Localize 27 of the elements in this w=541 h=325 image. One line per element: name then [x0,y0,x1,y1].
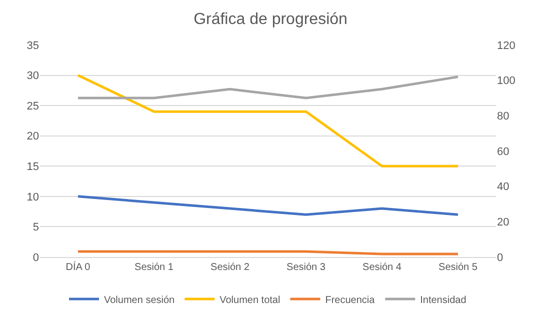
y2-tick-label: 20 [497,216,510,229]
y2-tick-label: 120 [497,40,516,52]
legend-label: Volumen total [220,294,280,306]
legend-label: Volumen sesión [104,294,175,306]
y-tick-label: 15 [26,160,39,173]
y-tick-label: 35 [26,40,39,52]
x-tick-label: Sesión 1 [134,262,174,273]
y2-tick-label: 80 [497,110,510,123]
line-series [76,195,460,216]
y2-tick-label: 40 [497,181,510,194]
y-tick-label: 20 [26,130,39,143]
x-tick-label: Sesión 5 [438,262,478,273]
y-tick-label: 5 [32,222,39,234]
y-tick-label: 0 [32,252,39,264]
x-tick-label: Sesión 2 [210,262,250,273]
y-tick-label: 10 [26,191,39,204]
x-tick-label: Sesión 3 [286,262,326,273]
x-tick-label: DÍA 0 [66,261,91,273]
x-tick-label: Sesión 4 [362,262,402,273]
y2-tick-label: 100 [497,75,516,88]
y-tick-label: 25 [26,100,39,112]
y-tick-label: 30 [26,70,39,82]
legend-label: Frecuencia [325,294,376,306]
y2-tick-label: 0 [497,252,504,264]
legend-label: Intensidad [420,294,466,306]
chart-title: Gráfica de progresión [194,11,348,28]
y2-tick-label: 60 [497,146,510,158]
